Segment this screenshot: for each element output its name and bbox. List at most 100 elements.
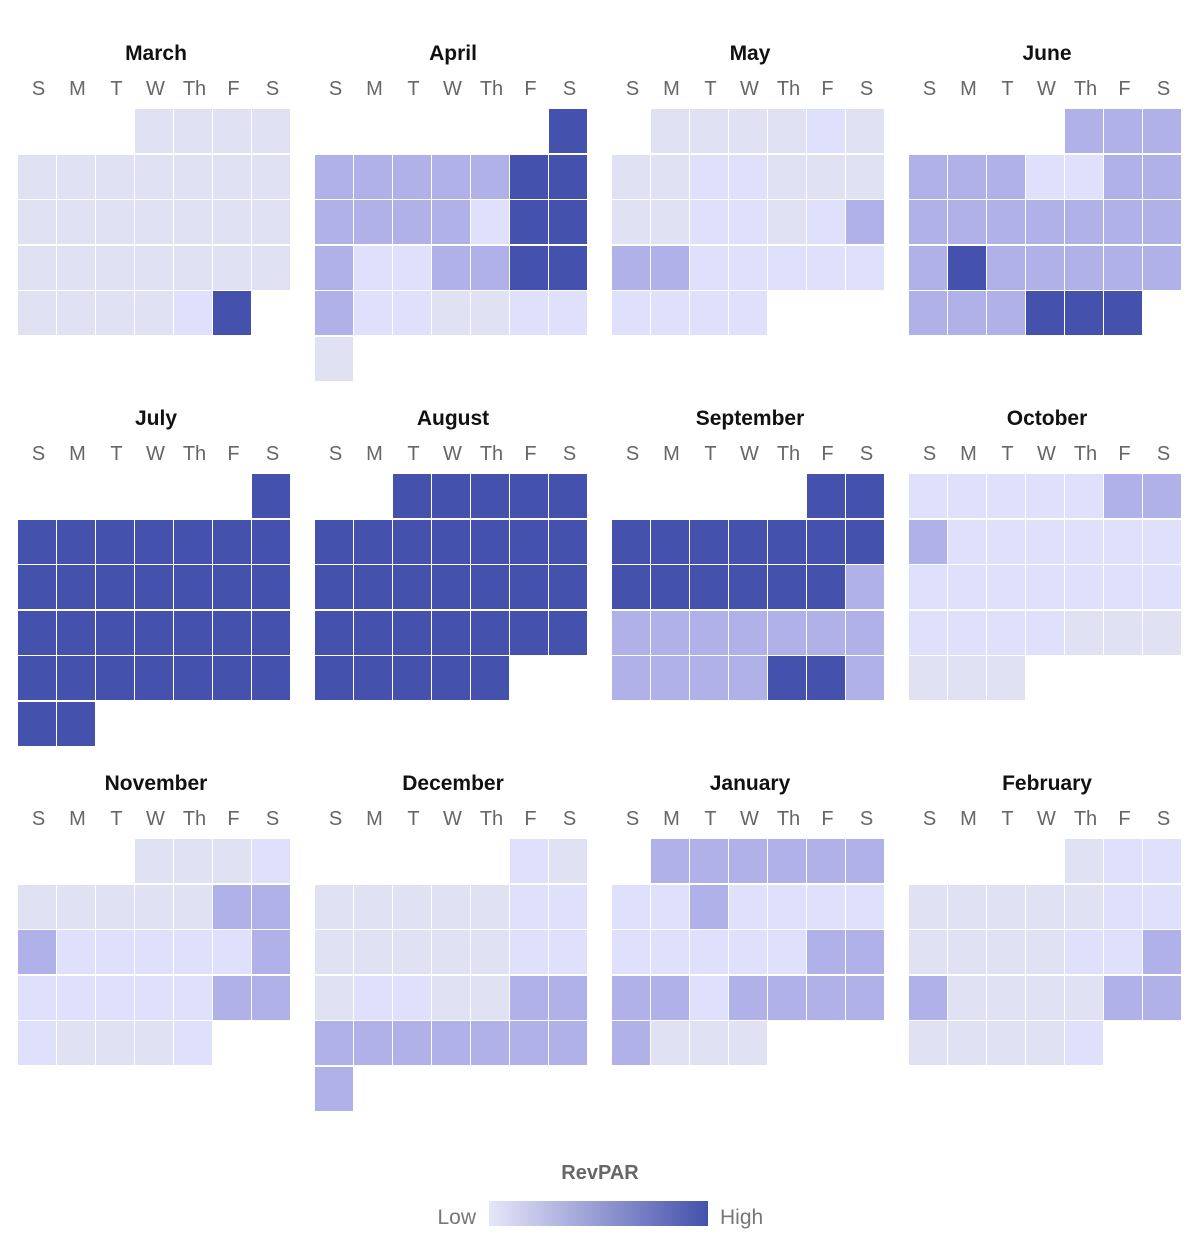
month-title: November — [104, 772, 208, 795]
day-cell — [651, 885, 689, 929]
day-cell — [393, 200, 431, 244]
day-cell — [651, 930, 689, 974]
weekday-label: S — [31, 808, 46, 830]
day-cell — [174, 520, 212, 564]
day-cell — [948, 474, 986, 518]
day-cell — [729, 976, 767, 1020]
weekday-label: M — [69, 808, 86, 830]
weekday-label: W — [146, 443, 165, 465]
weekday-label: Th — [1073, 78, 1098, 100]
day-cell — [135, 885, 173, 929]
day-cell — [651, 611, 689, 655]
day-cell — [135, 930, 173, 974]
day-cell — [909, 885, 947, 929]
day-cell — [846, 885, 884, 929]
day-cell — [18, 656, 56, 700]
day-cell — [651, 1021, 689, 1065]
day-cell — [909, 611, 947, 655]
day-cell — [18, 155, 56, 199]
day-cell — [18, 611, 56, 655]
weekday-label: Th — [479, 808, 504, 830]
legend-high-label: High — [720, 1206, 764, 1229]
day-cell — [729, 246, 767, 290]
day-cell — [135, 520, 173, 564]
weekday-label: M — [663, 443, 680, 465]
day-cell — [354, 930, 392, 974]
day-cell — [549, 246, 587, 290]
weekday-label: W — [1037, 808, 1056, 830]
day-cell — [315, 155, 353, 199]
day-cell — [354, 200, 392, 244]
day-cell — [690, 200, 728, 244]
day-cell — [909, 565, 947, 609]
day-cell — [651, 839, 689, 883]
weekday-label: W — [1037, 443, 1056, 465]
day-cell — [987, 611, 1025, 655]
day-cell — [1026, 291, 1064, 335]
day-cell — [729, 611, 767, 655]
day-cell — [393, 1021, 431, 1065]
day-cell — [174, 656, 212, 700]
day-cell — [987, 930, 1025, 974]
day-cell — [948, 611, 986, 655]
weekday-label: Th — [776, 443, 801, 465]
day-cell — [1065, 291, 1103, 335]
day-cell — [846, 520, 884, 564]
day-cell — [768, 200, 806, 244]
day-cell — [432, 885, 470, 929]
day-cell — [1143, 885, 1181, 929]
day-cell — [948, 291, 986, 335]
weekday-label: S — [625, 78, 640, 100]
day-cell — [807, 976, 845, 1020]
day-cell — [252, 885, 290, 929]
day-cell — [948, 976, 986, 1020]
day-cell — [549, 611, 587, 655]
weekday-label: S — [625, 443, 640, 465]
day-cell — [471, 520, 509, 564]
day-cell — [393, 520, 431, 564]
day-cell — [846, 930, 884, 974]
weekday-label: T — [110, 78, 123, 100]
day-cell — [354, 656, 392, 700]
day-cell — [612, 930, 650, 974]
day-cell — [651, 246, 689, 290]
weekday-label: F — [227, 808, 240, 830]
day-cell — [252, 155, 290, 199]
day-cell — [1143, 109, 1181, 153]
day-cell — [846, 611, 884, 655]
day-cell — [213, 611, 251, 655]
day-cell — [213, 109, 251, 153]
day-cell — [252, 930, 290, 974]
day-cell — [315, 611, 353, 655]
day-cell — [393, 976, 431, 1020]
day-cell — [987, 1021, 1025, 1065]
month-title: March — [125, 42, 187, 65]
weekday-label: S — [922, 808, 937, 830]
day-cell — [393, 611, 431, 655]
day-cell — [768, 155, 806, 199]
day-cell — [846, 200, 884, 244]
day-cell — [96, 611, 134, 655]
day-cell — [1026, 1021, 1064, 1065]
weekday-label: S — [922, 78, 937, 100]
day-cell — [252, 839, 290, 883]
day-cell — [1143, 246, 1181, 290]
day-cell — [57, 565, 95, 609]
day-cell — [549, 885, 587, 929]
weekday-label: Th — [479, 443, 504, 465]
day-cell — [1026, 246, 1064, 290]
day-cell — [252, 109, 290, 153]
month-title: January — [709, 772, 791, 795]
weekday-label: M — [366, 78, 383, 100]
day-cell — [651, 155, 689, 199]
day-cell — [549, 109, 587, 153]
weekday-label: W — [443, 808, 462, 830]
day-cell — [909, 474, 947, 518]
weekday-label: F — [1118, 808, 1131, 830]
day-cell — [1065, 200, 1103, 244]
day-cell — [510, 930, 548, 974]
day-cell — [1143, 930, 1181, 974]
day-cell — [690, 839, 728, 883]
day-cell — [393, 474, 431, 518]
